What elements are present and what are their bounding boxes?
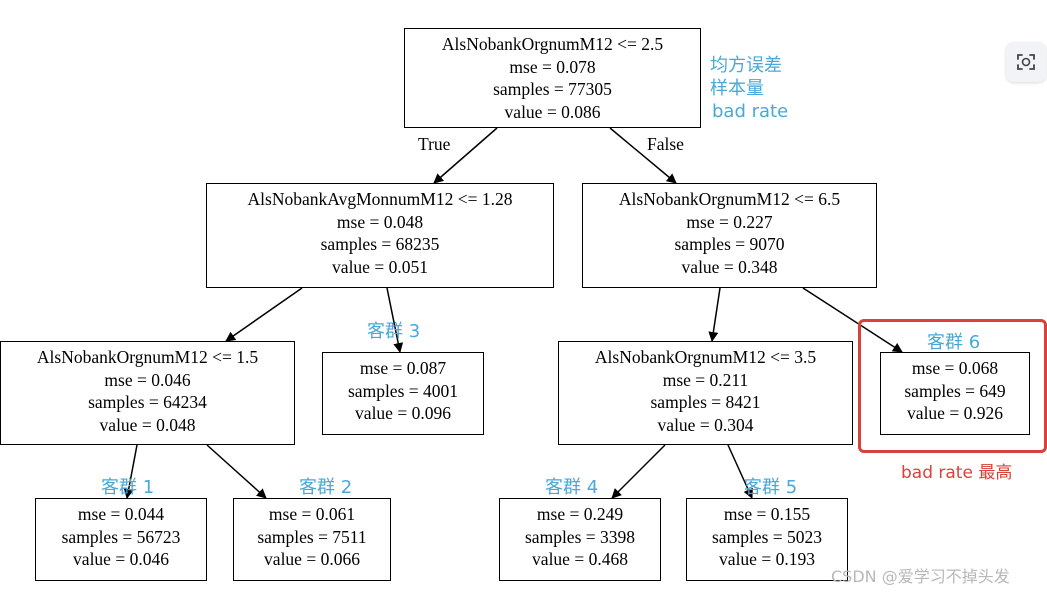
node-rl-samples: samples = 8421 — [650, 392, 761, 412]
node-c2-value: value = 0.066 — [264, 549, 360, 569]
node-rl: AlsNobankOrgnumM12 <= 3.5 mse = 0.211 sa… — [558, 341, 853, 445]
node-left-samples: samples = 68235 — [320, 234, 440, 254]
annotation-value: bad rate — [712, 101, 789, 122]
node-c1-mse: mse = 0.044 — [77, 504, 165, 524]
edge-label-false: False — [647, 134, 684, 154]
node-rr-mse: mse = 0.068 — [911, 358, 999, 378]
annotation-highest-bad-rate: bad rate 最高 — [901, 463, 1013, 483]
node-c1-samples: samples = 56723 — [61, 526, 181, 547]
image-scan-button[interactable] — [1006, 42, 1046, 82]
label-cluster-2: 客群 2 — [299, 477, 353, 498]
watermark: CSDN @爱学习不掉头发 — [831, 567, 1010, 586]
node-c2: mse = 0.061 samples = 7511 value = 0.066 — [233, 498, 391, 581]
label-cluster-1: 客群 1 — [101, 477, 155, 498]
node-root-split: AlsNobankOrgnumM12 <= 2.5 — [441, 34, 664, 54]
node-rl-mse: mse = 0.211 — [662, 369, 749, 390]
edge-left-ll — [225, 287, 303, 342]
edge-ll-c2 — [206, 444, 267, 499]
node-ll-mse: mse = 0.046 — [104, 369, 191, 390]
label-cluster-3: 客群 3 — [367, 321, 421, 342]
node-rr-samples: samples = 649 — [904, 380, 1006, 401]
label-cluster-6: 客群 6 — [927, 332, 981, 353]
node-right-split: AlsNobankOrgnumM12 <= 6.5 — [618, 189, 841, 209]
node-rr-value: value = 0.926 — [907, 403, 1003, 423]
annotation-mse: 均方误差 — [710, 55, 782, 76]
edge-root-right — [609, 127, 677, 184]
node-rl-split: AlsNobankOrgnumM12 <= 3.5 — [594, 347, 817, 367]
edge-rl-c5 — [727, 444, 753, 499]
node-ll-split: AlsNobankOrgnumM12 <= 1.5 — [36, 347, 259, 367]
edge-ll-c1 — [123, 444, 138, 499]
node-lr-mse: mse = 0.087 — [359, 358, 447, 378]
edge-right-rl — [708, 287, 721, 342]
node-rr: mse = 0.068 samples = 649 value = 0.926 — [880, 352, 1030, 435]
node-right-samples: samples = 9070 — [674, 234, 785, 254]
node-root-samples: samples = 77305 — [493, 79, 612, 99]
node-ll-value: value = 0.048 — [99, 414, 196, 435]
node-c5-value: value = 0.193 — [719, 549, 815, 569]
node-root: AlsNobankOrgnumM12 <= 2.5 mse = 0.078 sa… — [404, 28, 701, 128]
label-cluster-4: 客群 4 — [545, 477, 599, 498]
edge-rl-c4 — [611, 444, 666, 499]
node-left-mse: mse = 0.048 — [336, 211, 424, 232]
node-right-mse: mse = 0.227 — [686, 211, 773, 232]
highlight-box-cluster-6 — [858, 319, 1047, 453]
node-c4-mse: mse = 0.249 — [536, 504, 624, 524]
node-left: AlsNobankAvgMonnumM12 <= 1.28 mse = 0.04… — [206, 183, 554, 288]
edge-left-lr — [386, 287, 404, 353]
node-root-mse: mse = 0.078 — [509, 56, 596, 77]
node-c4-value: value = 0.468 — [532, 549, 628, 569]
node-lr-value: value = 0.096 — [355, 403, 451, 423]
annotation-samples: 样本量 — [710, 78, 764, 99]
node-c4: mse = 0.249 samples = 3398 value = 0.468 — [499, 498, 661, 581]
node-left-split: AlsNobankAvgMonnumM12 <= 1.28 — [247, 189, 513, 209]
node-c1: mse = 0.044 samples = 56723 value = 0.04… — [35, 498, 207, 581]
scan-icon — [1017, 54, 1035, 70]
node-right: AlsNobankOrgnumM12 <= 6.5 mse = 0.227 sa… — [582, 183, 877, 288]
node-right-value: value = 0.348 — [681, 256, 778, 277]
node-c2-samples: samples = 7511 — [257, 526, 367, 547]
edge-right-rr — [802, 287, 903, 353]
node-root-value: value = 0.086 — [504, 101, 601, 122]
node-ll: AlsNobankOrgnumM12 <= 1.5 mse = 0.046 sa… — [0, 341, 295, 445]
node-lr-samples: samples = 4001 — [348, 380, 458, 401]
node-left-value: value = 0.051 — [332, 256, 428, 277]
node-c5-samples: samples = 5023 — [712, 526, 822, 547]
node-lr: mse = 0.087 samples = 4001 value = 0.096 — [322, 352, 484, 435]
node-c1-value: value = 0.046 — [73, 549, 169, 569]
label-cluster-5: 客群 5 — [744, 477, 798, 498]
node-rl-value: value = 0.304 — [657, 414, 754, 435]
node-c2-mse: mse = 0.061 — [268, 504, 356, 524]
node-c4-samples: samples = 3398 — [525, 526, 635, 547]
edge-root-left — [433, 127, 498, 184]
node-ll-samples: samples = 64234 — [88, 392, 207, 412]
node-c5: mse = 0.155 samples = 5023 value = 0.193 — [686, 498, 848, 581]
edge-label-true: True — [418, 134, 451, 154]
node-c5-mse: mse = 0.155 — [723, 504, 811, 524]
